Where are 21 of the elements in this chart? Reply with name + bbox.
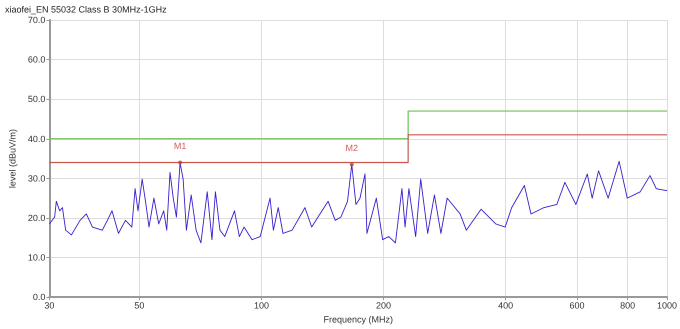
y-tick-label: 50.0: [28, 94, 46, 104]
x-tick-label: 200: [376, 300, 392, 311]
chart-title: xiaofei_EN 55032 Class B 30MHz-1GHz: [5, 4, 168, 14]
y-axis-title: level (dBuV/m): [8, 129, 18, 188]
y-tick-label: 70.0: [28, 15, 46, 25]
x-tick-label: 600: [570, 300, 585, 311]
annotation: M2: [346, 142, 358, 153]
x-tick-label: 50: [134, 300, 144, 311]
x-tick-label: 30: [44, 300, 54, 311]
y-tick-label: 20.0: [28, 212, 46, 223]
x-tick-label: 100: [254, 300, 269, 311]
x-tick-label: 400: [498, 300, 514, 311]
y-tick-label: 60.0: [28, 54, 46, 65]
x-tick-label: 1000: [656, 300, 678, 311]
y-tick-label: 10.0: [28, 252, 46, 263]
x-axis-title: Frequency (MHz): [323, 314, 393, 324]
y-tick-label: 40.0: [28, 134, 46, 144]
annotation: M1: [174, 141, 186, 152]
y-tick-label: 0.0: [32, 292, 46, 302]
y-tick-label: 30.0: [28, 173, 46, 184]
x-tick-label: 800: [620, 300, 636, 311]
